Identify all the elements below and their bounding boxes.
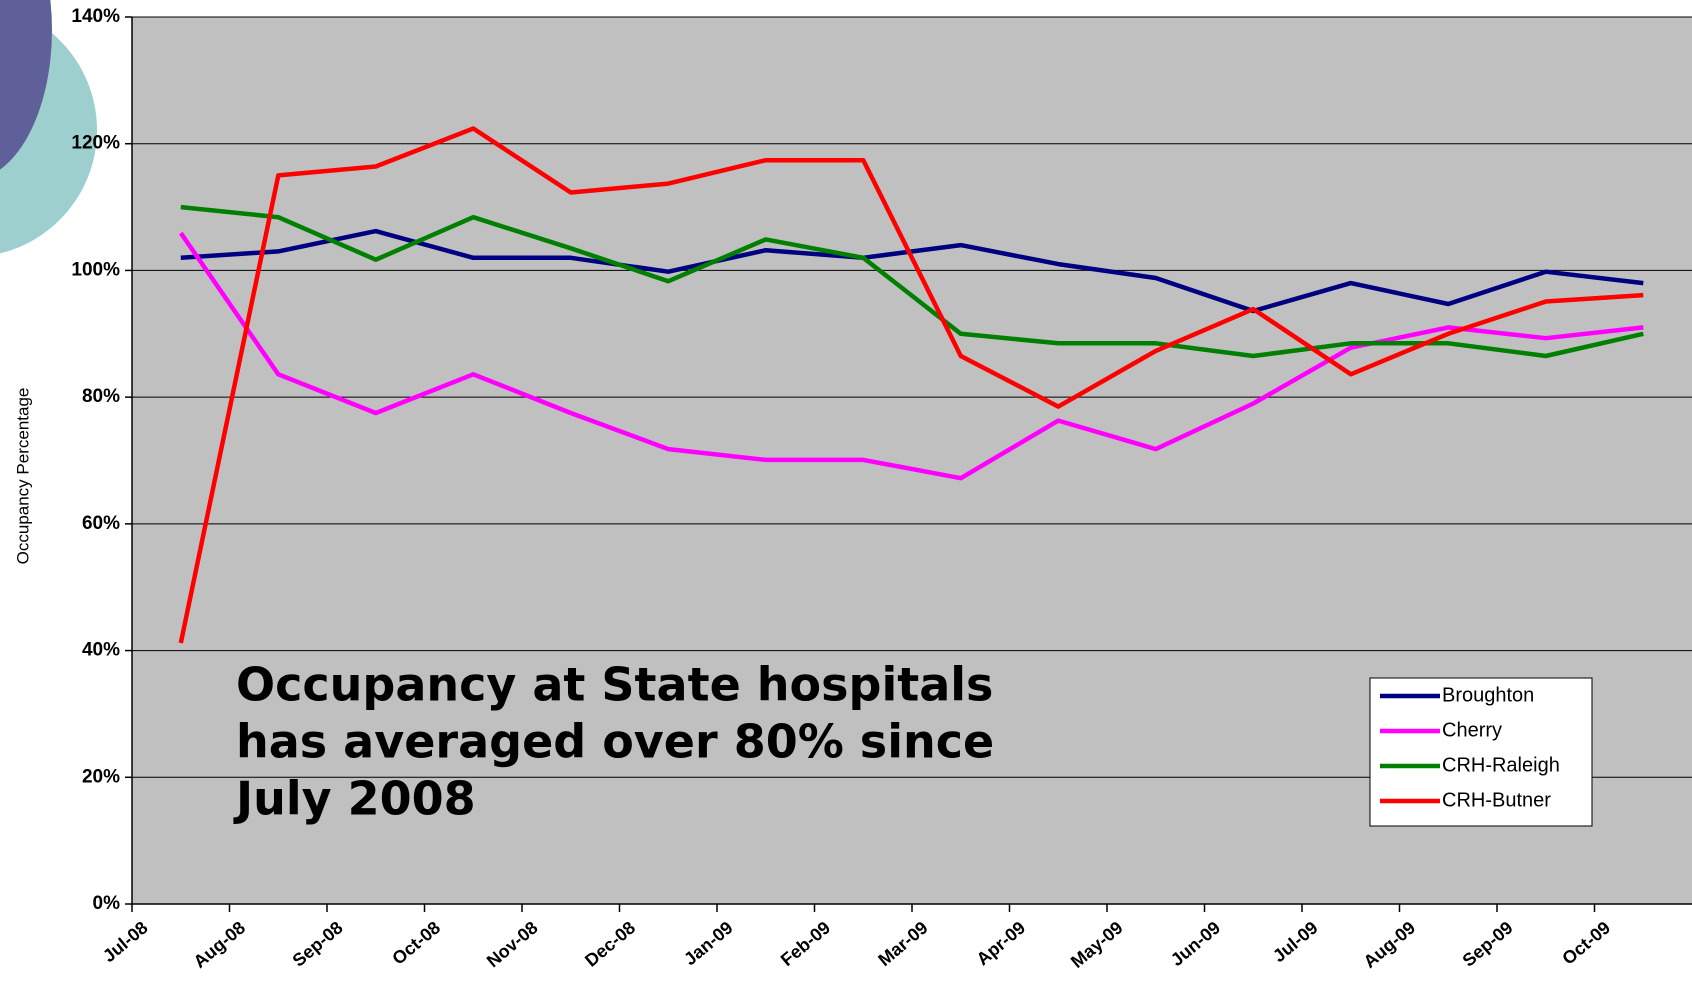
x-tick-label: Oct-09 <box>1558 917 1614 968</box>
y-tick-label: 60% <box>82 513 120 534</box>
series-line <box>180 228 1644 314</box>
y-tick-label: 0% <box>93 893 121 914</box>
annotation: Occupancy at State hospitals <box>236 658 993 712</box>
y-axis-label: Occupancy Percentage <box>13 388 32 565</box>
x-tick-label: Mar-09 <box>874 917 931 970</box>
decor-ellipse <box>0 0 52 170</box>
legend-label: Cherry <box>1442 719 1502 741</box>
x-tick-label: Dec-08 <box>581 917 639 970</box>
x-tick-label: Jan-09 <box>680 917 737 969</box>
legend-label: CRH-Butner <box>1442 789 1551 811</box>
x-tick-label: Oct-08 <box>388 917 444 968</box>
y-tick-label: 40% <box>82 640 120 661</box>
y-tick-label: 80% <box>82 386 120 407</box>
x-tick-label: Sep-08 <box>289 917 347 970</box>
x-tick-label: Jun-09 <box>1167 917 1224 970</box>
legend-label: CRH-Raleigh <box>1442 754 1560 776</box>
series-line <box>178 126 1644 644</box>
series-line <box>178 231 1644 481</box>
y-tick-label: 140% <box>71 6 120 27</box>
x-tick-label: Jul-09 <box>1269 917 1322 966</box>
legend-label: Broughton <box>1442 684 1534 706</box>
series-line <box>180 204 1644 359</box>
y-tick-label: 100% <box>71 259 120 280</box>
y-tick-label: 20% <box>82 766 120 787</box>
x-tick-label: Sep-09 <box>1459 917 1517 970</box>
annotation: has averaged over 80% since <box>236 715 994 769</box>
x-tick-label: Nov-08 <box>483 917 542 971</box>
x-tick-label: Jul-08 <box>99 917 152 966</box>
x-tick-label: Aug-09 <box>1360 917 1420 972</box>
x-tick-label: Feb-09 <box>777 917 834 970</box>
x-tick-label: May-09 <box>1067 917 1127 972</box>
x-tick-label: Apr-09 <box>973 917 1030 969</box>
annotation: July 2008 <box>233 772 476 826</box>
y-tick-label: 120% <box>71 133 120 154</box>
x-tick-label: Aug-08 <box>190 917 250 972</box>
